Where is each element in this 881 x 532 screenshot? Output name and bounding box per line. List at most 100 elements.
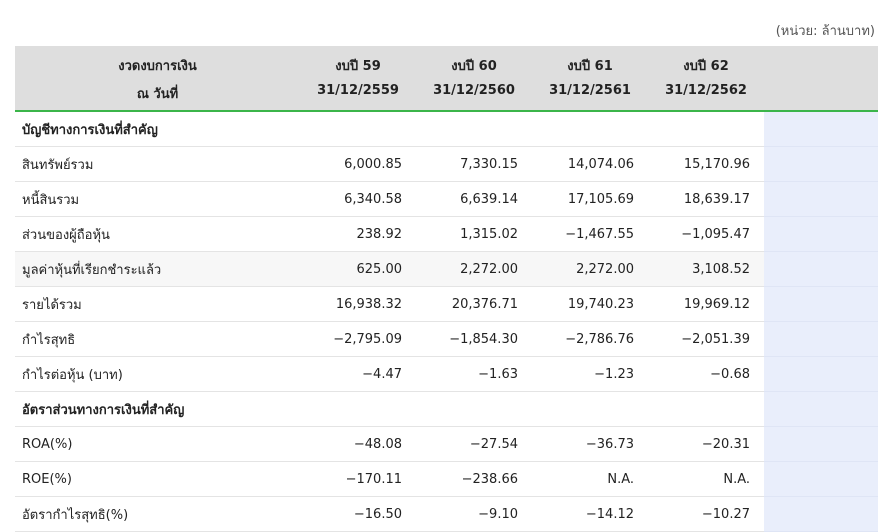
value-cell: N.A.: [648, 461, 764, 497]
value-cell: −27.54: [416, 426, 532, 462]
section-label: บัญชีทางการเงินที่สำคัญ: [15, 111, 300, 147]
extra-column-cell: [764, 321, 878, 357]
table-row: ROE(%) −170.11 −238.66 N.A. N.A.: [15, 461, 878, 497]
value-cell: 7,330.15: [416, 146, 532, 182]
header-row-period: งวดงบการเงิน งบปี 59 งบปี 60 งบปี 61 งบป…: [15, 46, 878, 81]
value-cell: −1,854.30: [416, 321, 532, 357]
extra-column-cell: [764, 111, 878, 147]
table-row: มูลค่าหุ้นที่เรียกชำระแล้ว 625.00 2,272.00…: [15, 251, 878, 287]
value-cell: 2,272.00: [532, 251, 648, 287]
row-label: รายได้รวม: [15, 286, 300, 322]
row-label: สินทรัพย์รวม: [15, 146, 300, 182]
row-label: ส่วนของผู้ถือหุ้น: [15, 216, 300, 252]
value-cell: [300, 111, 416, 147]
value-cell: −2,051.39: [648, 321, 764, 357]
header-period-date: 31/12/2559: [300, 81, 416, 112]
value-cell: 3,108.52: [648, 251, 764, 287]
value-cell: 6,340.58: [300, 181, 416, 217]
extra-column-cell: [764, 461, 878, 497]
table-row: รายได้รวม 16,938.32 20,376.71 19,740.23 19,9…: [15, 286, 878, 322]
header-label-period: งวดงบการเงิน: [15, 46, 300, 81]
header-period-date: 31/12/2561: [532, 81, 648, 112]
value-cell: [532, 111, 648, 147]
value-cell: 17,105.69: [532, 181, 648, 217]
header-row-date: ณ วันที่ 31/12/2559 31/12/2560 31/12/256…: [15, 81, 878, 112]
value-cell: −10.27: [648, 496, 764, 532]
row-label: มูลค่าหุ้นที่เรียกชำระแล้ว: [15, 251, 300, 287]
value-cell: 19,969.12: [648, 286, 764, 322]
value-cell: 6,000.85: [300, 146, 416, 182]
value-cell: 14,074.06: [532, 146, 648, 182]
value-cell: −9.10: [416, 496, 532, 532]
value-cell: N.A.: [532, 461, 648, 497]
extra-column-cell: [764, 251, 878, 287]
header-period-name: งบปี 61: [532, 46, 648, 81]
table-row: อัตรากำไรสุทธิ(%) −16.50 −9.10 −14.12 −10.27: [15, 496, 878, 532]
row-label: ROE(%): [15, 461, 300, 497]
value-cell: 1,315.02: [416, 216, 532, 252]
header-period-name: งบปี 59: [300, 46, 416, 81]
extra-column-cell: [764, 216, 878, 252]
value-cell: [416, 111, 532, 147]
header-empty-cell: [764, 81, 878, 112]
extra-column-cell: [764, 426, 878, 462]
header-empty-cell: [764, 46, 878, 81]
value-cell: 19,740.23: [532, 286, 648, 322]
value-cell: 16,938.32: [300, 286, 416, 322]
financial-table: งวดงบการเงิน งบปี 59 งบปี 60 งบปี 61 งบป…: [15, 46, 878, 532]
value-cell: [648, 111, 764, 147]
row-label: กำไรต่อหุ้น (บาท): [15, 356, 300, 392]
extra-column-cell: [764, 496, 878, 532]
value-cell: −170.11: [300, 461, 416, 497]
value-cell: [300, 391, 416, 427]
value-cell: −14.12: [532, 496, 648, 532]
value-cell: −48.08: [300, 426, 416, 462]
value-cell: −0.68: [648, 356, 764, 392]
extra-column-cell: [764, 146, 878, 182]
value-cell: −1,467.55: [532, 216, 648, 252]
header-period-date: 31/12/2560: [416, 81, 532, 112]
table-row: หนี้สินรวม 6,340.58 6,639.14 17,105.69 18,63…: [15, 181, 878, 217]
extra-column-cell: [764, 181, 878, 217]
table-row: กำไรสุทธิ −2,795.09 −1,854.30 −2,786.76 −2,0…: [15, 321, 878, 357]
value-cell: 2,272.00: [416, 251, 532, 287]
table-row: ROA(%) −48.08 −27.54 −36.73 −20.31: [15, 426, 878, 462]
section-label: อัตราส่วนทางการเงินที่สำคัญ: [15, 391, 300, 427]
extra-column-cell: [764, 286, 878, 322]
row-label: ROA(%): [15, 426, 300, 462]
value-cell: 6,639.14: [416, 181, 532, 217]
header-period-date: 31/12/2562: [648, 81, 764, 112]
value-cell: −36.73: [532, 426, 648, 462]
extra-column-cell: [764, 356, 878, 392]
header-label-date: ณ วันที่: [15, 81, 300, 112]
section-row: อัตราส่วนทางการเงินที่สำคัญ: [15, 391, 878, 427]
table-body: บัญชีทางการเงินที่สำคัญ สินทรัพย์รวม 6,000…: [15, 111, 878, 532]
value-cell: −20.31: [648, 426, 764, 462]
value-cell: 15,170.96: [648, 146, 764, 182]
value-cell: −1.63: [416, 356, 532, 392]
value-cell: −1.23: [532, 356, 648, 392]
section-row: บัญชีทางการเงินที่สำคัญ: [15, 111, 878, 147]
value-cell: [532, 391, 648, 427]
row-label: กำไรสุทธิ: [15, 321, 300, 357]
value-cell: 625.00: [300, 251, 416, 287]
row-label: หนี้สินรวม: [15, 181, 300, 217]
table-row: ส่วนของผู้ถือหุ้น 238.92 1,315.02 −1,467.55…: [15, 216, 878, 252]
header-period-name: งบปี 60: [416, 46, 532, 81]
value-cell: 18,639.17: [648, 181, 764, 217]
header-period-name: งบปี 62: [648, 46, 764, 81]
value-cell: −1,095.47: [648, 216, 764, 252]
extra-column-cell: [764, 391, 878, 427]
value-cell: −16.50: [300, 496, 416, 532]
unit-note: (หน่วย: ล้านบาท): [775, 24, 875, 39]
value-cell: 238.92: [300, 216, 416, 252]
value-cell: −4.47: [300, 356, 416, 392]
table-row: กำไรต่อหุ้น (บาท) −4.47 −1.63 −1.23 −0.68: [15, 356, 878, 392]
value-cell: [648, 391, 764, 427]
row-label: อัตรากำไรสุทธิ(%): [15, 496, 300, 532]
value-cell: 20,376.71: [416, 286, 532, 322]
value-cell: −2,795.09: [300, 321, 416, 357]
value-cell: −238.66: [416, 461, 532, 497]
value-cell: −2,786.76: [532, 321, 648, 357]
value-cell: [416, 391, 532, 427]
